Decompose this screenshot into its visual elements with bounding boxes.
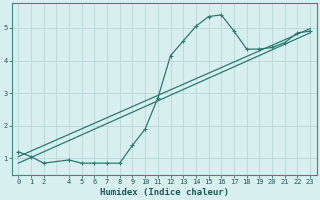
X-axis label: Humidex (Indice chaleur): Humidex (Indice chaleur): [100, 188, 229, 197]
